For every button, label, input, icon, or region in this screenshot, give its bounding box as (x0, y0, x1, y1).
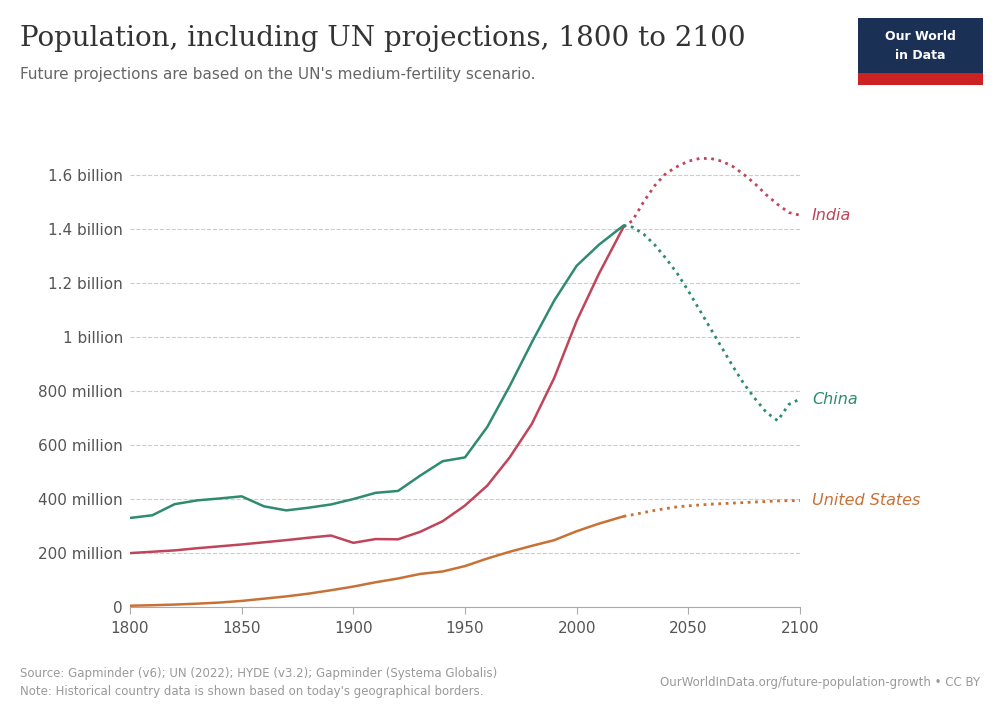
Text: Our World: Our World (885, 30, 956, 43)
Text: Source: Gapminder (v6); UN (2022); HYDE (v3.2); Gapminder (Systema Globalis): Source: Gapminder (v6); UN (2022); HYDE … (20, 667, 497, 680)
Text: United States: United States (812, 493, 920, 508)
Text: in Data: in Data (895, 49, 946, 61)
Text: China: China (812, 392, 858, 407)
FancyBboxPatch shape (858, 73, 983, 85)
Text: India: India (812, 208, 851, 222)
Text: Future projections are based on the UN's medium-fertility scenario.: Future projections are based on the UN's… (20, 67, 536, 82)
Text: Population, including UN projections, 1800 to 2100: Population, including UN projections, 18… (20, 25, 746, 52)
Text: OurWorldInData.org/future-population-growth • CC BY: OurWorldInData.org/future-population-gro… (660, 676, 980, 689)
Text: Note: Historical country data is shown based on today's geographical borders.: Note: Historical country data is shown b… (20, 685, 484, 698)
FancyBboxPatch shape (858, 18, 983, 85)
